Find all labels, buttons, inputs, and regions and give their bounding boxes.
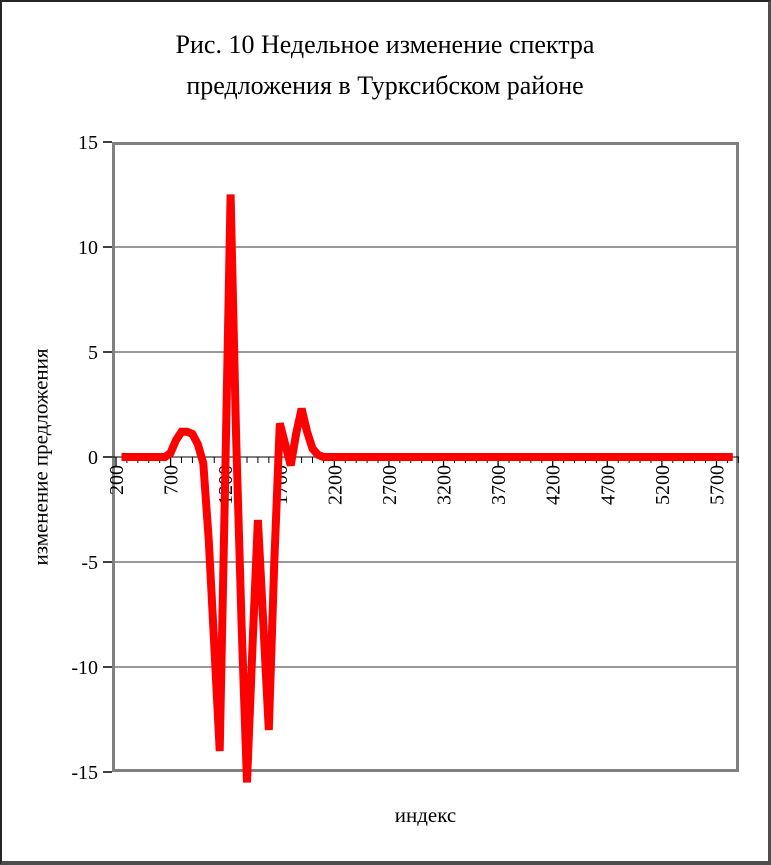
x-tick-label: 3200 <box>434 465 456 505</box>
series-line <box>121 194 733 783</box>
x-tick-label: 5700 <box>706 465 728 505</box>
x-tick-label: 3700 <box>488 465 510 505</box>
x-tick-label: 2200 <box>324 465 346 505</box>
chart-title-line1: Рис. 10 Недельное изменение спектра <box>175 30 595 59</box>
x-tick-label: 4700 <box>597 465 619 505</box>
x-tick-label: 5200 <box>652 465 674 505</box>
y-tick-label: 10 <box>78 237 98 259</box>
x-tick-label: 200 <box>106 465 128 495</box>
chart-title: Рис. 10 Недельное изменение спектра пред… <box>2 24 768 106</box>
y-tick-label: -5 <box>81 552 98 574</box>
y-axis-title: изменение предложения <box>28 348 53 566</box>
x-tick-label: 4200 <box>543 465 565 505</box>
x-tick-label: 2700 <box>379 465 401 505</box>
y-tick-label: 0 <box>88 447 98 469</box>
chart-title-line2: предложения в Турксибском районе <box>186 71 584 100</box>
x-axis-title: индекс <box>394 803 457 827</box>
y-tick-label: 5 <box>88 342 98 364</box>
y-tick-label: 15 <box>78 132 98 154</box>
y-tick-label: -15 <box>71 762 98 784</box>
y-tick-label: -10 <box>71 657 98 679</box>
x-tick-label: 700 <box>161 465 183 495</box>
